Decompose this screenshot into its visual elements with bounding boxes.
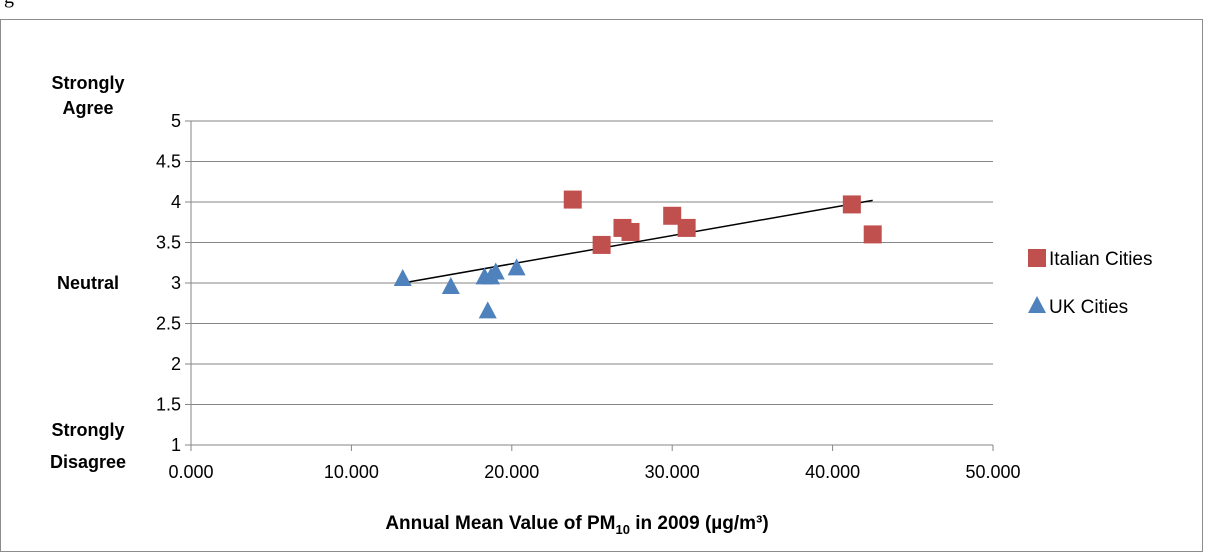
legend-label: Italian Cities [1049, 249, 1153, 270]
y-tick-label: 2.5 [156, 314, 181, 334]
x-axis-label-main: Annual Mean Value of PM [385, 513, 615, 534]
y-category-label: Neutral [57, 273, 119, 293]
x-axis-label: Annual Mean Value of PM10 in 2009 (µg/m³… [385, 513, 768, 537]
y-tick-label: 4.5 [156, 152, 181, 172]
uk-city-point [507, 258, 526, 276]
y-category-label: Disagree [50, 452, 126, 472]
tick-labels: 11.522.533.544.550.000 10.000 20.000 30.000… [50, 73, 1021, 482]
x-tick-label: 50.000 [965, 462, 1020, 482]
italian-city-point [592, 235, 611, 254]
x-tick-label: 0.000 [168, 462, 213, 482]
x-tick-label: 20.000 [484, 462, 539, 482]
y-tick-label: 3.5 [156, 233, 181, 253]
y-category-label: Strongly [51, 73, 124, 93]
italian-city-point [621, 222, 640, 241]
y-tick-label: 5 [171, 111, 181, 131]
y-tick-label: 4 [171, 192, 181, 212]
figure-caption: g [4, 0, 14, 9]
y-tick-label: 3 [171, 273, 181, 293]
y-category-label: Strongly [51, 420, 124, 440]
y-tick-label: 1 [171, 435, 181, 455]
x-tick-label: 40.000 [805, 462, 860, 482]
italian-city-point [663, 206, 682, 225]
legend-triangle-icon [1028, 296, 1046, 313]
italian-city-point [563, 190, 582, 209]
legend: Italian Cities UK Cities [1028, 249, 1153, 318]
uk-city-point [393, 268, 412, 286]
trendline-layer [402, 199, 873, 284]
data-points [393, 190, 882, 319]
italian-city-point [677, 218, 696, 237]
italian-city-point [863, 225, 882, 244]
x-axis-label-subscript: 10 [615, 522, 629, 537]
y-tick-label: 1.5 [156, 395, 181, 415]
y-tick-label: 2 [171, 354, 181, 374]
uk-city-point [441, 277, 460, 295]
italian-city-point [842, 195, 861, 214]
axes [185, 120, 994, 451]
uk-city-point [486, 262, 505, 280]
x-axis-label-rest: in 2009 (µg/m³) [630, 513, 769, 534]
y-category-label: Agree [62, 98, 113, 118]
x-tick-label: 30.000 [645, 462, 700, 482]
trendline [402, 199, 873, 284]
gridlines [191, 120, 993, 405]
legend-label: UK Cities [1049, 297, 1128, 318]
x-tick-label: 10.000 [324, 462, 379, 482]
legend-square-icon [1028, 249, 1046, 267]
uk-city-point [478, 301, 497, 319]
chart-frame [0, 19, 1203, 552]
